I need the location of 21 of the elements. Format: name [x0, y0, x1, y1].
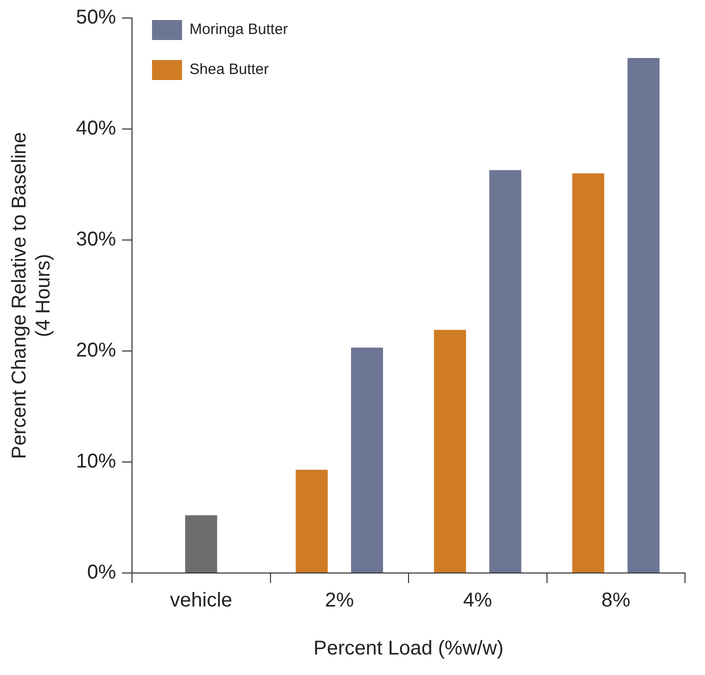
x-tick-label: vehicle — [170, 590, 232, 612]
legend-label: Shea Butter — [190, 61, 269, 78]
x-tick-label: 2% — [324, 590, 354, 612]
x-axis-title: Percent Load (%w/w) — [313, 638, 504, 660]
bar — [185, 515, 218, 572]
bar — [489, 170, 522, 572]
bar — [572, 173, 604, 572]
y-tick-label: 10% — [76, 450, 116, 473]
bar — [351, 348, 384, 572]
bar — [628, 58, 660, 572]
bar — [434, 330, 466, 572]
y-tick-label: 50% — [76, 6, 116, 29]
x-tick-label: 8% — [601, 590, 631, 612]
y-tick-label: 40% — [76, 118, 116, 140]
legend-label: Moringa Butter — [190, 21, 288, 38]
bar — [296, 470, 328, 572]
y-tick-label: 0% — [87, 562, 116, 584]
y-tick-label: 20% — [76, 340, 116, 362]
x-tick-label: 4% — [463, 590, 492, 612]
y-axis-title: Percent Change Relative to Baseline (4 Hours) — [8, 132, 55, 459]
y-tick-label: 30% — [76, 228, 116, 251]
